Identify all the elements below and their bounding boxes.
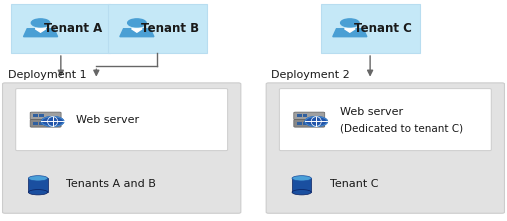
Ellipse shape bbox=[28, 176, 48, 181]
Polygon shape bbox=[131, 29, 142, 32]
Text: Tenants A and B: Tenants A and B bbox=[66, 179, 156, 189]
Bar bbox=[303, 114, 308, 117]
FancyBboxPatch shape bbox=[279, 89, 491, 151]
FancyBboxPatch shape bbox=[30, 112, 61, 120]
Text: Deployment 1: Deployment 1 bbox=[8, 70, 86, 80]
FancyBboxPatch shape bbox=[294, 120, 325, 127]
FancyBboxPatch shape bbox=[3, 83, 241, 213]
Text: Tenant B: Tenant B bbox=[141, 22, 199, 35]
Bar bbox=[297, 114, 302, 117]
FancyBboxPatch shape bbox=[320, 4, 420, 53]
Bar bbox=[33, 122, 38, 125]
Circle shape bbox=[341, 19, 359, 27]
Text: Tenant A: Tenant A bbox=[45, 22, 102, 35]
Text: Web server: Web server bbox=[340, 107, 403, 117]
Circle shape bbox=[128, 19, 146, 27]
FancyBboxPatch shape bbox=[16, 89, 228, 151]
FancyBboxPatch shape bbox=[30, 120, 61, 127]
Bar bbox=[292, 178, 311, 192]
Bar bbox=[39, 122, 44, 125]
Circle shape bbox=[305, 117, 328, 126]
Text: Web server: Web server bbox=[76, 115, 139, 125]
Polygon shape bbox=[120, 29, 154, 37]
Bar bbox=[297, 122, 302, 125]
Ellipse shape bbox=[292, 176, 311, 181]
Circle shape bbox=[31, 19, 50, 27]
Polygon shape bbox=[23, 29, 58, 37]
Bar bbox=[28, 178, 48, 192]
Text: Tenant C: Tenant C bbox=[330, 179, 378, 189]
FancyBboxPatch shape bbox=[294, 112, 325, 120]
Circle shape bbox=[42, 117, 64, 126]
Polygon shape bbox=[333, 29, 367, 37]
Bar bbox=[303, 122, 308, 125]
FancyBboxPatch shape bbox=[107, 4, 207, 53]
Text: Deployment 2: Deployment 2 bbox=[271, 70, 350, 80]
Bar bbox=[33, 114, 38, 117]
Ellipse shape bbox=[292, 190, 311, 195]
Polygon shape bbox=[344, 29, 355, 32]
FancyBboxPatch shape bbox=[266, 83, 504, 213]
Ellipse shape bbox=[28, 190, 48, 195]
Text: (Dedicated to tenant C): (Dedicated to tenant C) bbox=[340, 124, 463, 134]
Text: Tenant C: Tenant C bbox=[354, 22, 412, 35]
FancyBboxPatch shape bbox=[11, 4, 111, 53]
Bar bbox=[39, 114, 44, 117]
Polygon shape bbox=[35, 29, 46, 32]
